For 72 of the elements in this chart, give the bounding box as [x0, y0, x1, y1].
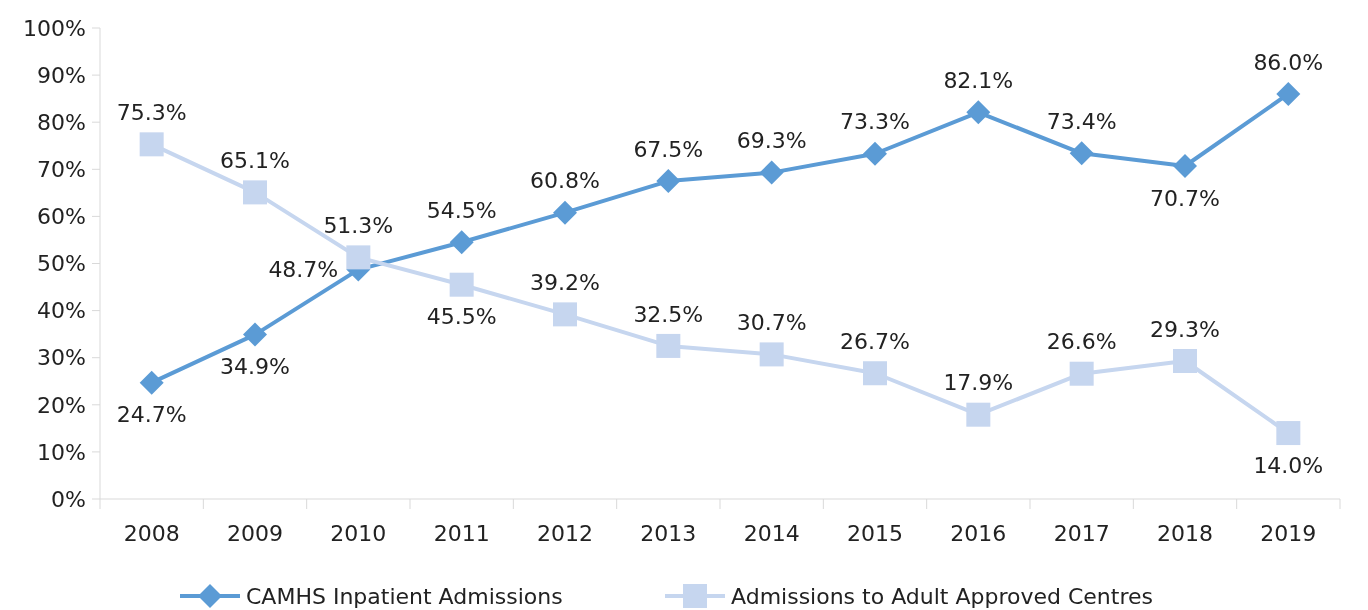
point — [1069, 141, 1094, 166]
y-tick-label: 100% — [23, 15, 86, 41]
data-label: 26.7% — [840, 328, 910, 354]
point — [966, 402, 991, 427]
x-tick-label: 2011 — [433, 521, 490, 546]
x-tick-label: 2018 — [1157, 521, 1213, 546]
data-label: 82.1% — [943, 68, 1014, 94]
y-tick-label: 90% — [37, 62, 86, 88]
data-label: 39.2% — [530, 270, 600, 296]
y-tick-label: 0% — [51, 486, 86, 512]
data-label: 29.3% — [1150, 316, 1220, 342]
point — [759, 342, 784, 367]
x-tick-label: 2013 — [640, 521, 697, 546]
point — [139, 132, 164, 157]
point — [1276, 81, 1301, 106]
point — [1173, 349, 1197, 373]
x-tick-label: 2016 — [950, 521, 1007, 546]
point — [553, 302, 577, 327]
data-label: 73.4% — [1046, 108, 1117, 134]
point — [759, 160, 784, 185]
data-label: 17.9% — [943, 370, 1014, 396]
point — [1069, 361, 1094, 386]
x-tick-label: 2017 — [1053, 521, 1110, 546]
point — [656, 169, 681, 194]
data-label: 32.5% — [633, 301, 704, 327]
data-label: 34.9% — [220, 354, 290, 380]
data-label: 70.7% — [1150, 185, 1220, 211]
y-tick-label: 60% — [37, 204, 86, 230]
data-label: 51.3% — [323, 213, 394, 239]
point — [449, 230, 474, 255]
y-tick-label: 50% — [37, 251, 86, 277]
data-label: 14.0% — [1253, 452, 1324, 478]
point — [1276, 421, 1301, 446]
x-tick-label: 2015 — [847, 521, 903, 546]
point — [243, 180, 267, 205]
data-label: 86.0% — [1253, 49, 1324, 75]
point — [656, 333, 681, 358]
point — [1173, 154, 1197, 178]
point — [863, 361, 887, 386]
x-tick-label: 2019 — [1260, 521, 1317, 546]
point — [966, 100, 991, 125]
point — [553, 200, 577, 225]
point — [449, 272, 474, 297]
legend-label: Admissions to Adult Approved Centres — [731, 583, 1153, 609]
data-label: 54.5% — [426, 198, 497, 223]
point — [243, 322, 267, 347]
data-label: 75.3% — [116, 100, 187, 126]
data-label: 48.7% — [268, 257, 339, 283]
x-tick-label: 2014 — [743, 521, 800, 546]
y-tick-label: 40% — [37, 298, 86, 324]
y-tick-label: 80% — [37, 109, 86, 135]
y-tick-label: 20% — [37, 392, 86, 418]
point — [139, 370, 164, 395]
data-label: 65.1% — [220, 148, 290, 174]
data-label: 60.8% — [530, 168, 600, 194]
data-label: 69.3% — [736, 128, 807, 154]
data-label: 45.5% — [426, 304, 497, 330]
x-tick-label: 2010 — [330, 521, 387, 546]
x-tick-label: 2009 — [227, 521, 283, 546]
y-tick-label: 30% — [37, 345, 86, 371]
point — [863, 141, 887, 166]
data-label: 24.7% — [116, 402, 187, 428]
data-label: 30.7% — [736, 310, 807, 336]
legend-label: CAMHS Inpatient Admissions — [246, 583, 563, 609]
x-tick-label: 2008 — [123, 521, 180, 546]
x-tick-label: 2012 — [537, 521, 593, 546]
data-label: 67.5% — [633, 136, 704, 162]
point — [346, 245, 371, 270]
data-label: 73.3% — [840, 109, 910, 135]
y-tick-label: 70% — [37, 157, 86, 182]
y-tick-label: 10% — [37, 439, 86, 465]
data-label: 26.6% — [1046, 329, 1117, 355]
